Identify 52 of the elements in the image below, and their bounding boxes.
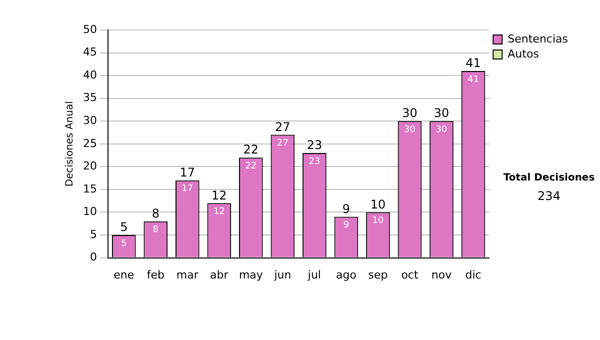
x-tick-label: sep [368, 268, 388, 282]
data-label: 8 [152, 225, 159, 236]
y-axis-title: Decisiones Anual [64, 101, 76, 187]
total-label: 10 [370, 197, 386, 212]
total-label: 9 [342, 202, 350, 216]
y-tick-label: 5 [90, 228, 97, 241]
x-tick-label: dic [465, 268, 482, 282]
data-label: 30 [436, 124, 448, 135]
x-tick-label: jun [273, 268, 292, 282]
data-label: 27 [276, 138, 288, 149]
data-label: 23 [308, 156, 320, 167]
x-tick-label: ago [336, 268, 357, 282]
x-tick-label: abr [210, 268, 229, 282]
x-tick-label: nov [431, 268, 452, 282]
total-label: 5 [120, 220, 128, 234]
data-label: 22 [245, 161, 257, 172]
y-tick-label: 40 [82, 68, 97, 82]
total-label: 30 [434, 106, 450, 120]
y-tick-label: 25 [82, 136, 97, 150]
data-label: 30 [404, 124, 416, 135]
x-tick-label: jul [306, 268, 321, 282]
total-label: 27 [275, 120, 290, 134]
total-label: 22 [243, 142, 259, 157]
text: Total Decisiones [503, 172, 595, 184]
x-tick-label: oct [401, 268, 419, 282]
y-tick-label: 50 [82, 22, 97, 36]
total-label: 17 [180, 165, 196, 180]
total-label: 8 [152, 206, 160, 220]
y-tick-label: 15 [82, 182, 97, 196]
y-tick-label: 45 [82, 46, 97, 59]
total-label: 12 [212, 188, 227, 202]
total-label: 23 [306, 138, 322, 152]
x-tick-label: mar [176, 268, 199, 282]
legend-label: Autos [508, 47, 540, 60]
total-label: 41 [466, 56, 481, 70]
x-tick-label: may [238, 268, 264, 282]
y-tick-label: 0 [90, 250, 97, 264]
y-tick-label: 30 [82, 114, 97, 127]
data-label: 9 [343, 220, 350, 231]
text: 234 [538, 189, 560, 204]
data-label: 10 [372, 216, 384, 226]
data-label: 41 [468, 74, 479, 85]
x-tick-label: ene [114, 268, 134, 282]
y-tick-label: 35 [82, 91, 97, 104]
data-label: 5 [121, 238, 127, 249]
legend-label: Sentencias [508, 32, 568, 46]
data-label: 17 [182, 184, 194, 194]
total-label: 30 [402, 106, 418, 120]
x-tick-label: feb [146, 268, 164, 282]
y-tick-label: 20 [82, 160, 97, 173]
y-tick-label: 10 [82, 205, 97, 218]
data-label: 12 [213, 206, 225, 217]
